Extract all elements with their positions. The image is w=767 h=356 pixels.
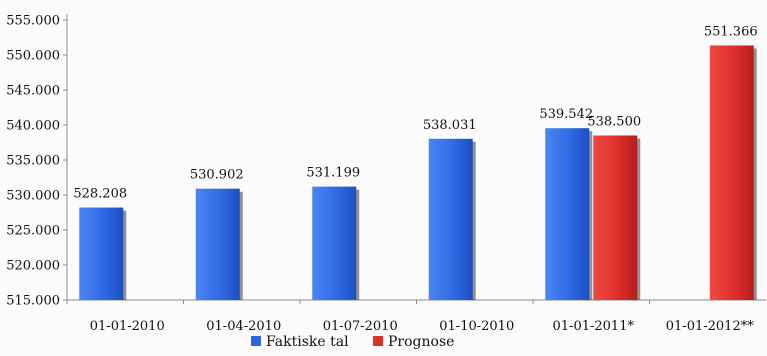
bar-faktiske: 528.208 bbox=[73, 187, 127, 300]
bars: 528.208 530.902 531.199 538.031 539.542538.5… bbox=[73, 24, 758, 300]
y-tick-label: 540.000 bbox=[6, 119, 60, 134]
x-tick-label: 01-10-2010 bbox=[439, 319, 514, 334]
y-axis: 515.000 520.000 525.000 530.000 535.000 540.0… bbox=[6, 14, 68, 309]
data-label: 551.366 bbox=[704, 24, 758, 39]
x-tick-label: 01-07-2010 bbox=[323, 319, 398, 334]
data-label: 538.500 bbox=[587, 115, 641, 130]
y-tick-label: 515.000 bbox=[6, 294, 60, 309]
legend-label: Prognose bbox=[388, 334, 454, 350]
y-tick-label: 530.000 bbox=[6, 189, 60, 204]
y-tick-label: 545.000 bbox=[6, 84, 60, 99]
data-label: 530.902 bbox=[190, 168, 244, 183]
legend-item-prognose: Prognose bbox=[373, 334, 454, 350]
legend: Faktiske tal Prognose bbox=[251, 334, 454, 350]
bar-faktiske: 539.542 bbox=[539, 107, 593, 300]
bar-faktiske: 530.902 bbox=[190, 168, 244, 300]
x-tick-label: 01-01-2011* bbox=[553, 319, 635, 334]
y-tick-label: 525.000 bbox=[6, 224, 60, 239]
bar-prognose: 551.366 bbox=[704, 24, 758, 300]
y-tick-label: 520.000 bbox=[6, 259, 60, 274]
bar-rect bbox=[428, 138, 473, 300]
bar-rect bbox=[709, 45, 754, 300]
data-label: 531.199 bbox=[306, 166, 360, 181]
x-tick-label: 01-04-2010 bbox=[206, 319, 281, 334]
bar-faktiske: 538.031 bbox=[423, 118, 477, 300]
x-tick-label: 01-01-2012** bbox=[666, 319, 754, 334]
bar-rect bbox=[195, 188, 240, 300]
bar-rect bbox=[312, 186, 357, 300]
y-tick-label: 550.000 bbox=[6, 49, 60, 64]
data-label: 528.208 bbox=[73, 187, 127, 202]
bar-rect bbox=[79, 207, 124, 300]
data-label: 538.031 bbox=[423, 118, 477, 133]
legend-swatch bbox=[251, 336, 261, 346]
bar-faktiske: 531.199 bbox=[306, 166, 360, 300]
bar-prognose: 538.500 bbox=[587, 115, 641, 300]
data-label: 539.542 bbox=[539, 107, 593, 122]
bar-rect bbox=[593, 135, 638, 300]
y-tick-label: 555.000 bbox=[6, 14, 60, 29]
bar-rect bbox=[545, 128, 590, 300]
legend-item-faktiske: Faktiske tal bbox=[251, 334, 349, 350]
y-tick-label: 535.000 bbox=[6, 154, 60, 169]
x-axis: 01-01-2010 01-04-2010 01-07-2010 01-10-2010… bbox=[66, 299, 766, 334]
legend-label: Faktiske tal bbox=[266, 334, 349, 350]
x-tick-label: 01-01-2010 bbox=[90, 319, 165, 334]
legend-swatch bbox=[373, 336, 383, 346]
